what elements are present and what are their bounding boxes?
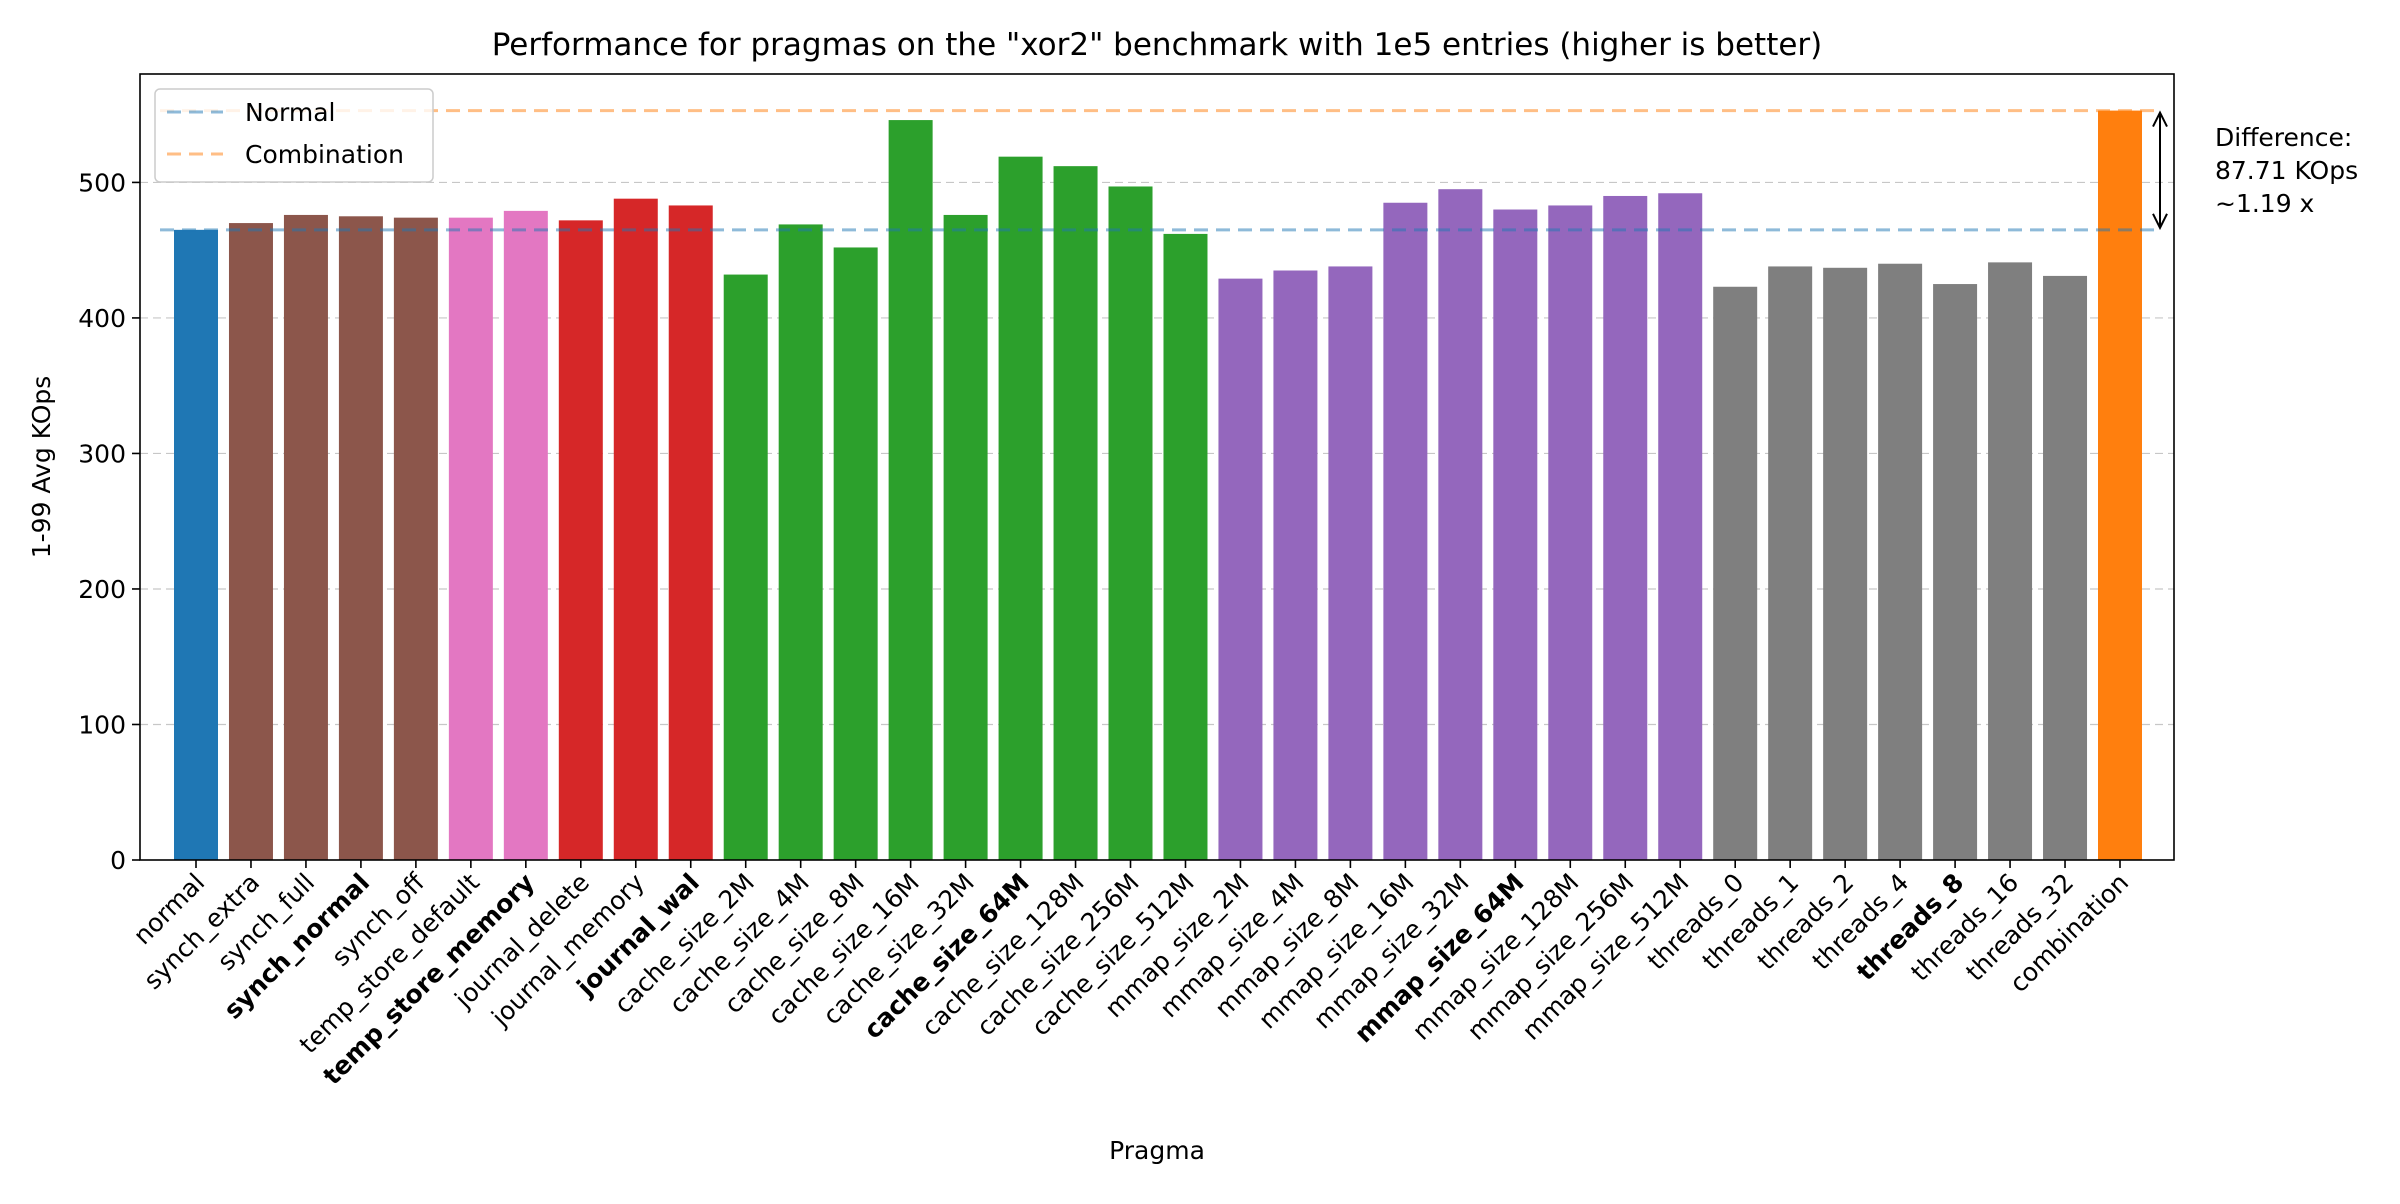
bar-journal_wal	[668, 205, 713, 860]
legend-box	[154, 88, 434, 183]
y-tick-label: 0	[110, 846, 126, 875]
bar-journal_memory	[613, 198, 658, 861]
difference-annotation-line: 87.71 KOps	[2215, 156, 2358, 185]
difference-arrow-head-top	[2152, 110, 2168, 128]
bar-threads_4	[1878, 263, 1923, 861]
difference-arrow-head-bottom	[2152, 213, 2168, 231]
bar-mmap_size_32M	[1438, 189, 1483, 861]
y-tick-label: 500	[78, 168, 126, 197]
y-tick-label: 300	[78, 439, 126, 468]
bar-temp_store_memory	[503, 210, 548, 860]
reference-lines-layer	[160, 109, 2155, 232]
bar-threads_32	[2043, 275, 2088, 861]
y-tick-label: 400	[78, 304, 126, 333]
y-tick-label: 100	[78, 710, 126, 739]
bar-synch_normal	[338, 216, 383, 861]
bar-cache_size_2M	[723, 274, 768, 860]
bar-mmap_size_16M	[1383, 202, 1428, 860]
y-axis: 0 100 200 300 400 500	[78, 168, 140, 875]
bar-threads_0	[1713, 286, 1758, 860]
chart-title: Performance for pragmas on the "xor2" be…	[492, 27, 1823, 63]
bar-mmap_size_4M	[1273, 270, 1318, 860]
bar-mmap_size_128M	[1548, 205, 1593, 860]
bar-temp_store_default	[448, 217, 493, 861]
y-axis-label: 1-99 Avg KOps	[27, 376, 56, 559]
bar-mmap_size_256M	[1603, 195, 1648, 860]
bar-threads_1	[1768, 266, 1813, 861]
bar-cache_size_16M	[888, 120, 933, 860]
grid-layer	[140, 181, 2174, 726]
bar-cache_size_32M	[943, 214, 988, 860]
bar-synch_extra	[228, 223, 273, 860]
bar-mmap_size_2M	[1218, 278, 1263, 860]
difference-annotation: Difference: 87.71 KOps ~1.19 x	[2152, 110, 2358, 231]
difference-annotation-line: Difference:	[2215, 123, 2352, 152]
legend-label-combination: Combination	[245, 140, 404, 169]
bar-mmap_size_512M	[1658, 193, 1703, 860]
bar-synch_full	[283, 214, 328, 860]
plot-frame	[139, 73, 2175, 861]
bar-journal_delete	[558, 220, 603, 860]
bar-cache_size_256M	[1108, 186, 1153, 860]
bar-cache_size_128M	[1053, 166, 1098, 860]
x-axis: normalsynch_extrasynch_fullsynch_normals…	[128, 860, 2134, 1090]
bar-cache_size_512M	[1163, 233, 1208, 860]
bar-combination	[2098, 110, 2142, 860]
bar-cache_size_64M	[998, 156, 1043, 860]
bar-mmap_size_8M	[1328, 266, 1373, 861]
bar-threads_16	[1988, 262, 2033, 860]
bar-synch_off	[393, 217, 438, 861]
bar-threads_8	[1933, 284, 1978, 860]
bar-mmap_size_64M	[1493, 209, 1538, 861]
x-axis-label: Pragma	[1109, 1136, 1205, 1165]
difference-annotation-line: ~1.19 x	[2215, 189, 2314, 218]
legend: Normal Combination	[154, 88, 434, 183]
bars-layer	[174, 110, 2142, 861]
bar-normal	[174, 229, 218, 860]
legend-label-normal: Normal	[245, 98, 335, 127]
bar-cache_size_4M	[778, 224, 823, 860]
bar-cache_size_8M	[833, 247, 878, 861]
bar-threads_2	[1823, 267, 1868, 860]
y-tick-label: 200	[78, 575, 126, 604]
